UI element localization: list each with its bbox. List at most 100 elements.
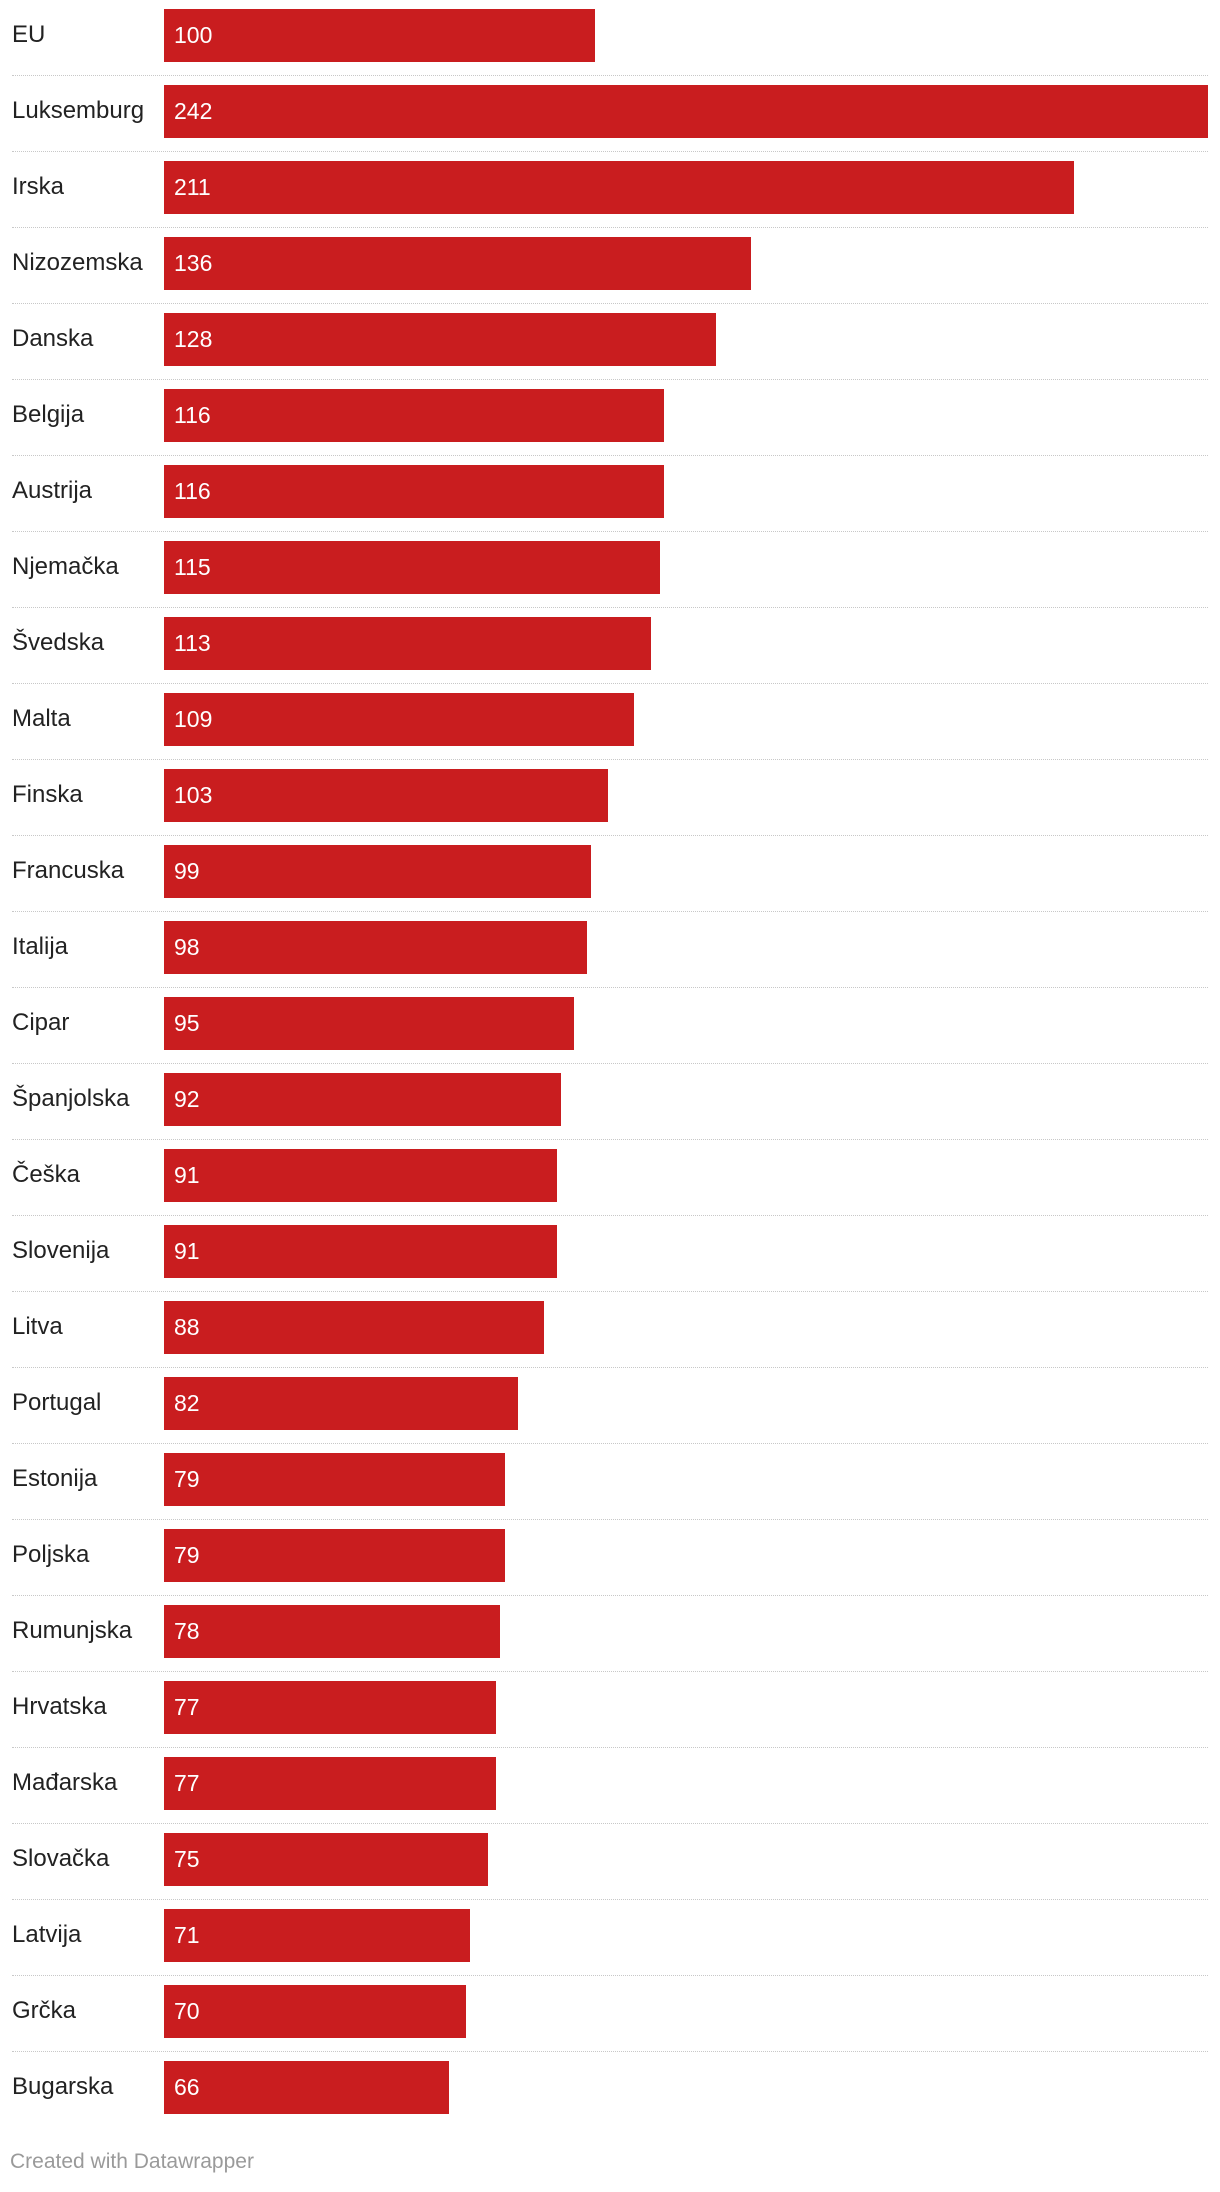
bar (164, 389, 664, 442)
bar (164, 1377, 518, 1430)
value-label: 91 (174, 1238, 200, 1264)
bar (164, 237, 751, 290)
bar (164, 313, 716, 366)
bar (164, 465, 664, 518)
bar (164, 1529, 505, 1582)
category-label: Švedska (12, 629, 105, 656)
category-label: Njemačka (12, 553, 119, 580)
category-label: Austrija (12, 477, 93, 504)
value-label: 77 (174, 1694, 200, 1720)
bar-row: EU 100 (12, 0, 1208, 76)
bar (164, 161, 1074, 214)
category-label: Cipar (12, 1009, 70, 1036)
bar (164, 1757, 496, 1810)
category-label: Poljska (12, 1541, 90, 1568)
bar-row: Nizozemska 136 (12, 228, 1208, 304)
value-label: 136 (174, 250, 213, 276)
value-label: 79 (174, 1542, 200, 1568)
category-label: Slovačka (12, 1845, 110, 1872)
bar-row: Italija 98 (12, 912, 1208, 988)
bar (164, 693, 634, 746)
bar-row: Švedska 113 (12, 608, 1208, 684)
category-label: Irska (12, 173, 65, 200)
bar-row: Finska 103 (12, 760, 1208, 836)
bar-row: Irska 211 (12, 152, 1208, 228)
bar (164, 1453, 505, 1506)
bar (164, 541, 660, 594)
value-label: 88 (174, 1314, 200, 1340)
category-label: Francuska (12, 857, 125, 884)
bar-row: Poljska 79 (12, 1520, 1208, 1596)
value-label: 115 (174, 554, 211, 580)
value-label: 99 (174, 858, 200, 884)
value-label: 91 (174, 1162, 200, 1188)
category-label: Hrvatska (12, 1693, 107, 1720)
bar (164, 617, 651, 670)
value-label: 128 (174, 326, 213, 352)
bar-row: Bugarska 66 (12, 2052, 1208, 2128)
bar-row: Mađarska 77 (12, 1748, 1208, 1824)
value-label: 66 (174, 2074, 200, 2100)
bar (164, 1681, 496, 1734)
bar-row: Latvija 71 (12, 1900, 1208, 1976)
category-label: Španjolska (12, 1085, 130, 1112)
category-label: Grčka (12, 1997, 77, 2024)
value-label: 75 (174, 1846, 200, 1872)
category-label: Bugarska (12, 2073, 114, 2100)
bar (164, 921, 587, 974)
bar (164, 2061, 449, 2114)
bar (164, 1985, 466, 2038)
bar (164, 1909, 470, 1962)
bar (164, 845, 591, 898)
value-label: 77 (174, 1770, 200, 1796)
value-label: 109 (174, 706, 213, 732)
value-label: 211 (174, 174, 211, 200)
category-label: Danska (12, 325, 94, 352)
bar (164, 1301, 544, 1354)
bar (164, 1225, 557, 1278)
value-label: 78 (174, 1618, 200, 1644)
bar (164, 997, 574, 1050)
bar (164, 1073, 561, 1126)
bar-row: Njemačka 115 (12, 532, 1208, 608)
category-label: Belgija (12, 401, 85, 428)
bar (164, 9, 595, 62)
value-label: 100 (174, 22, 213, 48)
bar-row: Španjolska 92 (12, 1064, 1208, 1140)
category-label: Malta (12, 705, 71, 732)
bar-row: Luksemburg 242 (12, 76, 1208, 152)
bar-row: Češka 91 (12, 1140, 1208, 1216)
value-label: 103 (174, 782, 213, 808)
value-label: 116 (174, 478, 211, 504)
bar (164, 769, 608, 822)
bar-row: Estonija 79 (12, 1444, 1208, 1520)
bar-row: Malta 109 (12, 684, 1208, 760)
credit-text[interactable]: Created with Datawrapper (10, 2150, 254, 2173)
bar-row: Litva 88 (12, 1292, 1208, 1368)
bar-row: Rumunjska 78 (12, 1596, 1208, 1672)
bar-row: Austrija 116 (12, 456, 1208, 532)
bar-row: Grčka 70 (12, 1976, 1208, 2052)
bar-row: Belgija 116 (12, 380, 1208, 456)
value-label: 71 (174, 1922, 200, 1948)
value-label: 82 (174, 1390, 200, 1416)
category-label: Estonija (12, 1465, 98, 1492)
category-label: Češka (12, 1161, 81, 1188)
bar (164, 1605, 500, 1658)
bar (164, 85, 1208, 138)
category-label: Nizozemska (12, 249, 143, 276)
value-label: 242 (174, 98, 213, 124)
bar-row: Francuska 99 (12, 836, 1208, 912)
category-label: Rumunjska (12, 1617, 133, 1644)
bar-row: Hrvatska 77 (12, 1672, 1208, 1748)
bar (164, 1149, 557, 1202)
bar-row: Cipar 95 (12, 988, 1208, 1064)
category-label: Luksemburg (12, 97, 145, 124)
category-label: Portugal (12, 1389, 102, 1416)
category-label: Latvija (12, 1921, 82, 1948)
category-label: Italija (12, 933, 69, 960)
bar-row: Portugal 82 (12, 1368, 1208, 1444)
value-label: 70 (174, 1998, 200, 2024)
value-label: 79 (174, 1466, 200, 1492)
category-label: Litva (12, 1313, 63, 1340)
